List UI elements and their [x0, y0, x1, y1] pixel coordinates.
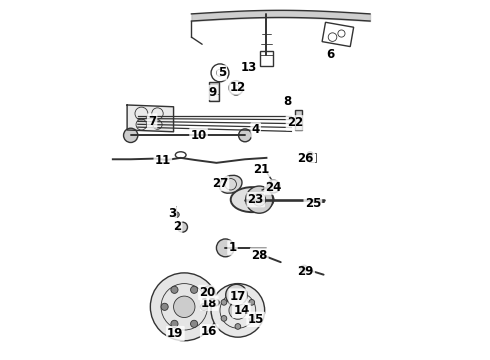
- Text: 26: 26: [297, 152, 314, 165]
- Text: 7: 7: [148, 114, 156, 127]
- Text: 1: 1: [228, 241, 237, 255]
- Text: 25: 25: [305, 197, 321, 210]
- Text: 3: 3: [168, 207, 176, 220]
- Bar: [295, 111, 302, 130]
- Circle shape: [226, 284, 247, 306]
- Circle shape: [173, 212, 179, 217]
- Circle shape: [221, 300, 227, 305]
- Text: 19: 19: [167, 327, 184, 340]
- Circle shape: [203, 286, 215, 297]
- Circle shape: [173, 296, 195, 318]
- Circle shape: [235, 324, 241, 329]
- Circle shape: [249, 316, 255, 321]
- Circle shape: [150, 273, 218, 341]
- Text: 13: 13: [241, 61, 257, 74]
- Circle shape: [161, 303, 168, 310]
- Text: 5: 5: [218, 66, 226, 79]
- Circle shape: [123, 128, 138, 143]
- Circle shape: [239, 129, 251, 142]
- Text: 6: 6: [327, 49, 335, 62]
- Circle shape: [229, 301, 247, 319]
- Text: 2: 2: [173, 220, 181, 233]
- Bar: [322, 22, 354, 46]
- Text: 22: 22: [287, 116, 303, 129]
- Text: 16: 16: [201, 325, 218, 338]
- Polygon shape: [127, 105, 173, 132]
- Text: 10: 10: [191, 129, 207, 142]
- Text: 23: 23: [247, 193, 264, 206]
- Circle shape: [221, 316, 227, 321]
- Circle shape: [171, 286, 178, 293]
- Text: 29: 29: [297, 265, 314, 278]
- Text: 9: 9: [209, 86, 217, 99]
- Bar: [209, 82, 220, 102]
- Circle shape: [191, 320, 197, 327]
- Circle shape: [267, 180, 280, 193]
- Text: 15: 15: [247, 313, 264, 326]
- Circle shape: [249, 300, 255, 305]
- Circle shape: [235, 292, 241, 297]
- Text: 20: 20: [199, 286, 216, 299]
- Ellipse shape: [231, 187, 273, 212]
- Circle shape: [217, 239, 234, 257]
- Text: 27: 27: [212, 177, 228, 190]
- Circle shape: [191, 286, 197, 293]
- Circle shape: [253, 193, 266, 206]
- Text: 28: 28: [251, 248, 268, 261]
- Text: 4: 4: [251, 123, 260, 136]
- Text: 24: 24: [266, 181, 282, 194]
- Text: 18: 18: [201, 297, 218, 310]
- Ellipse shape: [220, 175, 242, 193]
- Circle shape: [300, 265, 308, 272]
- Text: 11: 11: [155, 154, 171, 167]
- Circle shape: [171, 320, 178, 327]
- Ellipse shape: [210, 299, 219, 306]
- Circle shape: [307, 152, 313, 157]
- Bar: [260, 51, 273, 66]
- Text: 14: 14: [233, 304, 249, 317]
- Text: 8: 8: [284, 95, 292, 108]
- Text: 12: 12: [230, 81, 246, 94]
- Bar: [309, 153, 316, 162]
- Text: 17: 17: [230, 289, 246, 303]
- Text: 21: 21: [253, 163, 269, 176]
- Circle shape: [211, 284, 265, 337]
- Circle shape: [245, 186, 273, 213]
- Circle shape: [177, 222, 188, 232]
- Circle shape: [200, 303, 207, 310]
